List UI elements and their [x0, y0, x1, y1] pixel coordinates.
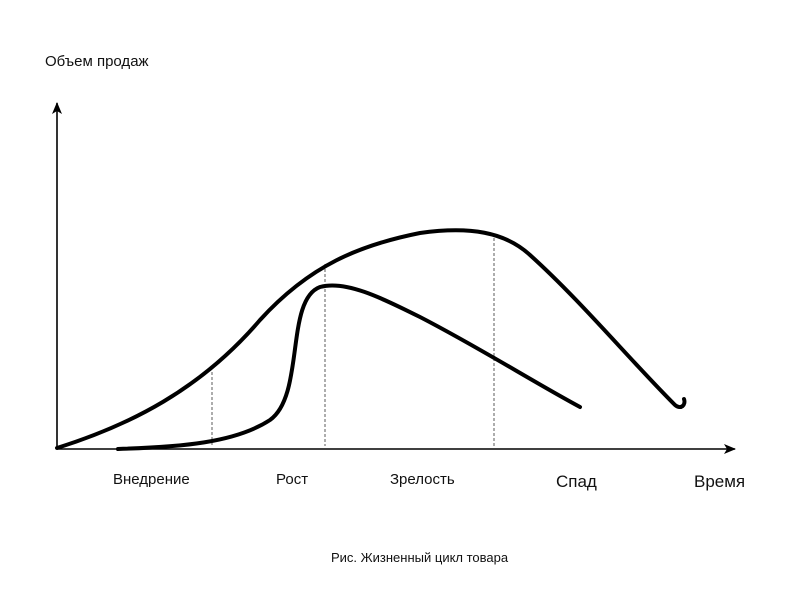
stage-label-maturity: Зрелость [390, 471, 455, 488]
stage-label-growth: Рост [276, 471, 308, 488]
profit-curve [116, 283, 582, 451]
sales-curve [55, 228, 687, 450]
stage-label-decline: Спад [556, 472, 597, 491]
y-axis-label: Объем продаж [45, 53, 149, 70]
figure-caption: Рис. Жизненный цикл товара [331, 550, 509, 565]
x-axis-label: Время [694, 472, 745, 491]
stage-label-introduction: Внедрение [113, 471, 190, 488]
